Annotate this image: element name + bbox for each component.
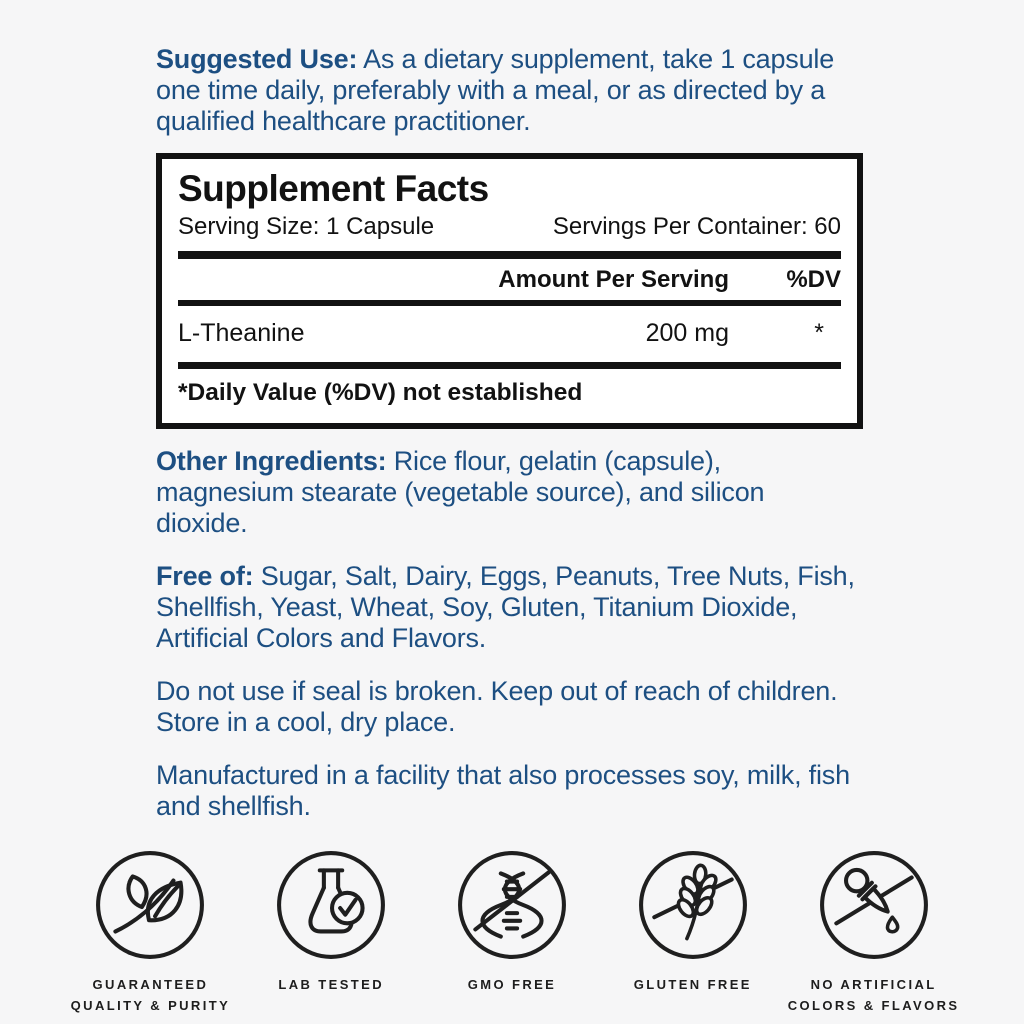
suggested-use-text: As a dietary supplement, take 1 capsule … [156, 44, 835, 136]
other-ingredients-text: Rice flour, gelatin (capsule), magnesium… [156, 446, 765, 538]
label-content: Suggested Use: As a dietary supplement, … [156, 44, 863, 822]
free-of-lead: Free of: [156, 561, 254, 591]
divider-medium [178, 300, 841, 306]
ingredient-name: L-Theanine [178, 319, 305, 347]
suggested-use-lead: Suggested Use: [156, 44, 358, 74]
free-of-text: Sugar, Salt, Dairy, Eggs, Peanuts, Tree … [156, 561, 855, 653]
suggested-use-paragraph: Suggested Use: As a dietary supplement, … [156, 44, 863, 137]
badge-label: GUARANTEED QUALITY & PURITY [70, 977, 231, 1013]
certification-badges: GUARANTEED QUALITY & PURITY LAB TESTED [0, 849, 1024, 1016]
serving-row: Serving Size: 1 Capsule Servings Per Con… [178, 211, 841, 243]
badge-label: GMO FREE [467, 977, 557, 992]
serving-size-text: Serving Size: 1 Capsule [178, 213, 435, 240]
badge-no-artificial: NO ARTIFICIAL COLORS & FLAVORS [783, 849, 964, 1016]
badge-gluten-free: GLUTEN FREE [602, 849, 783, 1016]
dropper-crossed-icon [783, 849, 964, 961]
servings-per-container-text: Servings Per Container: 60 [552, 213, 841, 240]
divider-medium-2 [178, 362, 841, 369]
warning-paragraph: Do not use if seal is broken. Keep out o… [156, 676, 838, 737]
badge-lab-tested: LAB TESTED [241, 849, 422, 1016]
ingredient-amount: 200 mg [645, 319, 729, 347]
badge-label: LAB TESTED [278, 977, 384, 992]
dv-header: %DV [786, 266, 841, 293]
leaf-icon [60, 849, 241, 961]
supplement-facts-panel: Supplement Facts Serving Size: 1 Capsule… [156, 153, 863, 429]
table-row: L-Theanine 200 mg * [178, 306, 841, 362]
divider-thick [178, 251, 841, 259]
other-ingredients-lead: Other Ingredients: [156, 446, 387, 476]
badge-label: NO ARTIFICIAL COLORS & FLAVORS [787, 977, 960, 1013]
badge-gmo-free: GMO FREE [422, 849, 603, 1016]
ingredient-dv: * [814, 319, 824, 347]
badge-guaranteed-quality: GUARANTEED QUALITY & PURITY [60, 849, 241, 1016]
dna-crossed-icon [422, 849, 603, 961]
free-of-paragraph: Free of: Sugar, Salt, Dairy, Eggs, Peanu… [156, 561, 863, 654]
amount-per-serving-header: Amount Per Serving [498, 266, 729, 293]
badge-label: GLUTEN FREE [633, 977, 752, 992]
daily-value-footnote: *Daily Value (%DV) not established [178, 379, 583, 406]
other-ingredients-paragraph: Other Ingredients: Rice flour, gelatin (… [156, 446, 863, 539]
flask-check-icon [241, 849, 422, 961]
facts-header-row: Amount Per Serving %DV [178, 259, 841, 300]
wheat-crossed-icon [602, 849, 783, 961]
supplement-facts-title: Supplement Facts [178, 168, 489, 209]
manufactured-paragraph: Manufactured in a facility that also pro… [156, 760, 850, 821]
